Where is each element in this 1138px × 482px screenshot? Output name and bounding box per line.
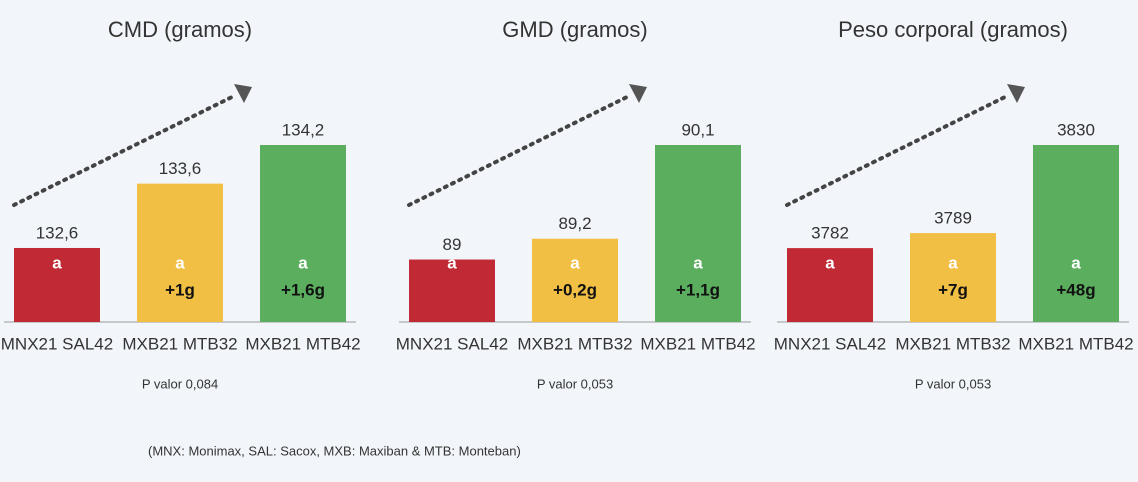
- value-label: 132,6: [36, 223, 79, 242]
- difference-label: +0,2g: [553, 280, 597, 299]
- p-value: P valor 0,053: [915, 376, 991, 391]
- difference-label: +48g: [1056, 280, 1095, 299]
- significance-letter: a: [298, 253, 308, 272]
- value-label: 89: [443, 235, 462, 254]
- bar: [14, 247, 100, 322]
- x-tick-label: MNX21 SAL42: [396, 334, 508, 353]
- x-tick-label: MXB21 MTB32: [895, 334, 1010, 353]
- trend-arrow: [12, 93, 238, 207]
- significance-letter: a: [1071, 253, 1081, 272]
- x-tick-label: MXB21 MTB32: [122, 334, 237, 353]
- bar: [260, 145, 346, 322]
- bar: [910, 233, 996, 322]
- p-value: P valor 0,053: [537, 376, 613, 391]
- chart-title: Peso corporal (gramos): [838, 17, 1068, 42]
- chart-title: GMD (gramos): [502, 17, 647, 42]
- difference-label: +1,6g: [281, 280, 325, 299]
- value-label: 133,6: [159, 159, 202, 178]
- arrow-head: [234, 84, 252, 103]
- x-tick-label: MXB21 MTB42: [245, 334, 360, 353]
- trend-arrow: [785, 93, 1011, 207]
- bar: [409, 259, 495, 322]
- significance-letter: a: [948, 253, 958, 272]
- bar: [655, 145, 741, 322]
- difference-label: +7g: [938, 280, 968, 299]
- bar: [532, 238, 618, 322]
- bar: [137, 183, 223, 322]
- significance-letter: a: [447, 253, 457, 272]
- arrow-head: [629, 84, 647, 103]
- value-label: 90,1: [681, 120, 714, 139]
- significance-letter: a: [175, 253, 185, 272]
- arrow-head: [1007, 84, 1025, 103]
- significance-letter: a: [693, 253, 703, 272]
- x-tick-label: MXB21 MTB32: [517, 334, 632, 353]
- x-tick-label: MXB21 MTB42: [640, 334, 755, 353]
- footnote: (MNX: Monimax, SAL: Sacox, MXB: Maxiban …: [148, 443, 521, 458]
- significance-letter: a: [570, 253, 580, 272]
- chart-title: CMD (gramos): [108, 17, 252, 42]
- difference-label: +1,1g: [676, 280, 720, 299]
- x-tick-label: MXB21 MTB42: [1018, 334, 1133, 353]
- x-tick-label: MNX21 SAL42: [1, 334, 113, 353]
- value-label: 134,2: [282, 120, 325, 139]
- significance-letter: a: [825, 253, 835, 272]
- p-value: P valor 0,084: [142, 376, 218, 391]
- bar: [787, 248, 873, 322]
- x-tick-label: MNX21 SAL42: [774, 334, 886, 353]
- value-label: 3830: [1057, 120, 1095, 139]
- significance-letter: a: [52, 253, 62, 272]
- value-label: 3789: [934, 209, 972, 228]
- value-label: 3782: [811, 224, 849, 243]
- value-label: 89,2: [558, 214, 591, 233]
- bar: [1033, 145, 1119, 322]
- trend-arrow: [407, 93, 633, 207]
- difference-label: +1g: [165, 280, 195, 299]
